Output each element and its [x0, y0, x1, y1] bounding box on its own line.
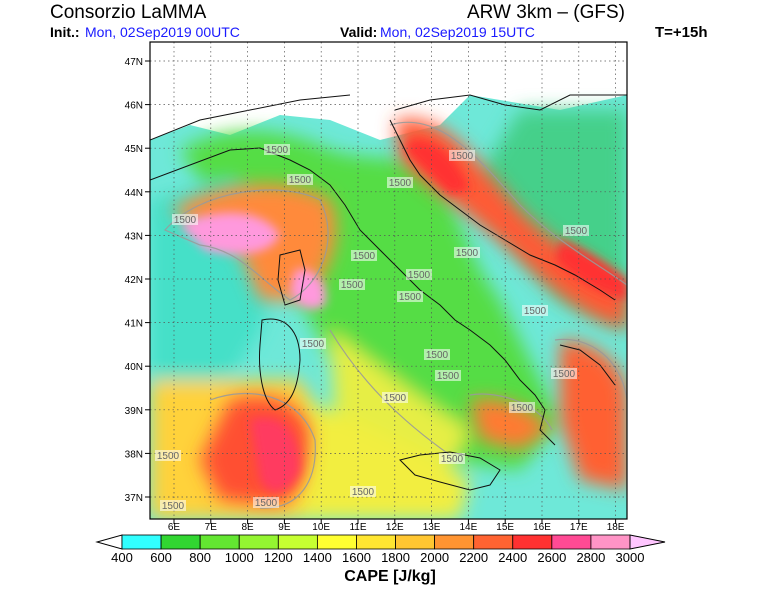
colorbar-segment	[356, 534, 396, 550]
lon-label: 14E	[460, 522, 478, 533]
colorbar-tick: 1800	[381, 550, 410, 565]
colorbar-segment	[160, 534, 201, 550]
contour-label: 1500	[426, 350, 449, 361]
init-label: Init.:	[50, 24, 80, 40]
contour-label: 1500	[408, 270, 431, 281]
lon-label: 8E	[241, 522, 254, 533]
lon-label: 7E	[205, 522, 218, 533]
lon-label: 12E	[386, 522, 404, 533]
colorbar-segment	[238, 534, 279, 550]
colorbar	[95, 534, 666, 550]
colorbar-tick: 2800	[576, 550, 605, 565]
contour-label: 1500	[524, 306, 547, 317]
colorbar-tick: 1600	[342, 550, 371, 565]
lon-label: 17E	[570, 522, 588, 533]
lat-label: 42N	[125, 275, 143, 286]
contour-label: 1500	[266, 145, 289, 156]
latitude-labels: 47N 46N 45N 44N 43N 42N 41N 40N 39N 38N 37N	[125, 57, 150, 504]
contour-label: 1500	[255, 498, 278, 509]
contour-label: 1500	[302, 339, 325, 350]
lat-label: 45N	[125, 144, 143, 155]
colorbar-segment	[395, 534, 436, 550]
contour-label: 1500	[384, 393, 407, 404]
forecast-timestep: T=+15h	[655, 24, 708, 41]
lat-label: 44N	[125, 188, 143, 199]
lat-label: 40N	[125, 362, 143, 373]
colorbar-tick: 2000	[420, 550, 449, 565]
lon-label: 16E	[533, 522, 551, 533]
lon-label: 6E	[168, 522, 181, 533]
colorbar-segment	[199, 534, 240, 550]
contour-label: 1500	[162, 501, 185, 512]
lon-label: 15E	[496, 522, 514, 533]
colorbar-tick: 3000	[616, 550, 645, 565]
lat-label: 37N	[125, 493, 143, 504]
contour-label: 1500	[437, 371, 460, 382]
colorbar-tick: 1400	[303, 550, 332, 565]
colorbar-tick: 2400	[498, 550, 527, 565]
model-title: ARW 3km – (GFS)	[467, 2, 625, 23]
lat-label: 39N	[125, 406, 143, 417]
colorbar-title: CAPE [J/kg]	[344, 568, 436, 585]
colorbar-tick: 2600	[537, 550, 566, 565]
colorbar-tick: 800	[189, 550, 211, 565]
lon-label: 18E	[607, 522, 625, 533]
contour-label: 1500	[511, 403, 534, 414]
contour-label: 1500	[157, 451, 180, 462]
colorbar-tick-labels: 400 600 800 1000 1200 1400 1600 1800 2000 2200 240…	[111, 550, 644, 565]
colorbar-tick: 600	[150, 550, 172, 565]
lat-label: 38N	[125, 449, 143, 460]
valid-label: Valid:	[340, 24, 378, 40]
map-frame	[149, 41, 628, 520]
colorbar-segment	[434, 534, 475, 550]
contour-label: 1500	[565, 226, 588, 237]
contour-label: 1500	[399, 292, 422, 303]
colorbar-tick: 400	[111, 550, 133, 565]
colorbar-tick: 1200	[264, 550, 293, 565]
contour-labels: 1500 1500 1500 1500 1500 1500 1500 1500 1500 1500…	[155, 144, 589, 512]
lat-label: 43N	[125, 231, 143, 242]
contour-label: 1500	[451, 151, 474, 162]
contour-label: 1500	[341, 280, 364, 291]
lon-label: 10E	[312, 522, 330, 533]
colorbar-tick: 2200	[459, 550, 488, 565]
lon-label: 11E	[349, 522, 366, 533]
contour-label: 1500	[352, 487, 375, 498]
colorbar-segment	[316, 534, 357, 550]
colorbar-tick: 1000	[225, 550, 254, 565]
lat-label: 47N	[125, 57, 143, 68]
lat-label: 46N	[125, 101, 143, 112]
colorbar-segment	[551, 534, 592, 550]
lat-label: 41N	[125, 319, 143, 330]
contour-label: 1500	[441, 454, 464, 465]
init-time: Mon, 02Sep2019 00UTC	[85, 24, 240, 40]
valid-time: Mon, 02Sep2019 15UTC	[380, 24, 535, 40]
lon-label: 9E	[278, 522, 291, 533]
organization-title: Consorzio LaMMA	[50, 2, 207, 23]
longitude-labels: 6E 7E 8E 9E 10E 11E 12E 13E 14E 15E 16E 17E 18E	[168, 519, 625, 533]
colorbar-segment	[121, 534, 162, 550]
contour-label: 1500	[289, 175, 312, 186]
contour-label: 1500	[174, 215, 197, 226]
contour-label: 1500	[553, 369, 576, 380]
map-field: 1500 1500 1500 1500 1500 1500 1500 1500 1500 1500…	[150, 42, 627, 519]
lon-label: 13E	[423, 522, 441, 533]
colorbar-segment	[590, 534, 631, 550]
colorbar-segment	[473, 534, 514, 550]
colorbar-segment	[277, 534, 318, 550]
contour-label: 1500	[353, 251, 376, 262]
colorbar-segment	[512, 534, 553, 550]
contour-label: 1500	[456, 248, 479, 259]
contour-label: 1500	[389, 178, 412, 189]
